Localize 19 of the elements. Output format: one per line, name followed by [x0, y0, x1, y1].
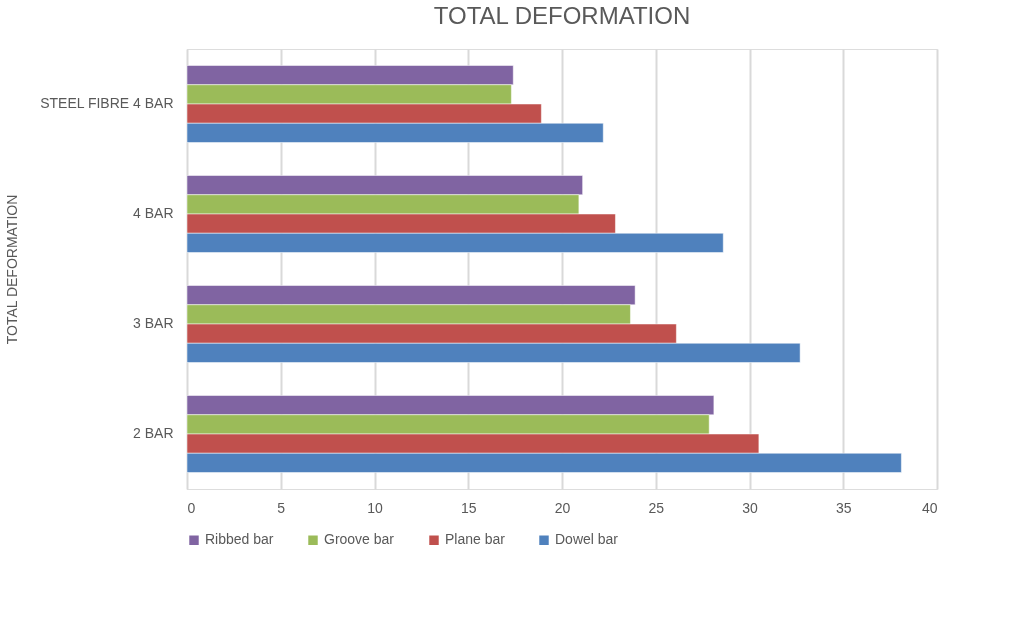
x-tick-label: 40	[921, 499, 938, 516]
y-tick-label: STEEL FIBRE 4 BAR	[40, 95, 174, 111]
y-axis-title: TOTAL DEFORMATION	[3, 194, 20, 345]
x-tick-label: 10	[367, 499, 383, 516]
legend-label: Plane bar	[445, 531, 506, 548]
x-tick-label: 20	[554, 499, 571, 516]
chart-title: TOTAL DEFORMATION	[433, 2, 691, 29]
x-tick-label: 0	[187, 499, 196, 516]
x-tick-label: 5	[277, 499, 286, 516]
legend-label: Ribbed bar	[205, 531, 274, 548]
x-tick-label: 15	[460, 499, 477, 516]
y-tick-label: 4 BAR	[133, 205, 174, 221]
legend-label: Dowel bar	[555, 531, 619, 548]
y-tick-label: 3 BAR	[133, 315, 174, 331]
x-tick-label: 25	[648, 499, 665, 516]
x-tick-label: 35	[835, 499, 852, 516]
x-tick-label: 30	[742, 499, 758, 516]
y-tick-label: 2 BAR	[133, 425, 174, 441]
legend-label: Groove bar	[324, 531, 395, 548]
